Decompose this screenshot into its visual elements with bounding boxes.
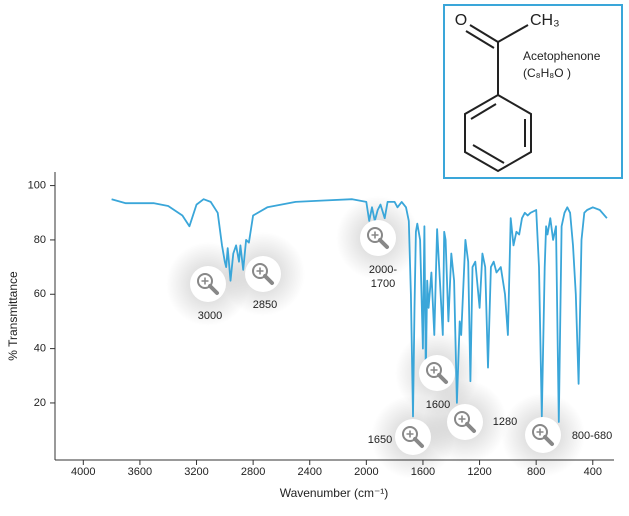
- zoom-plus: [371, 231, 379, 239]
- atom-label: O: [455, 12, 467, 29]
- y-tick-label: 80: [34, 234, 46, 246]
- zoom-plus: [201, 277, 209, 285]
- zoom-lens: [454, 411, 470, 427]
- compound-name: Acetophenone: [523, 49, 601, 63]
- zoom-button[interactable]: [245, 256, 281, 292]
- zoom-plus: [536, 428, 544, 436]
- zoom-circle: [395, 419, 431, 455]
- zoom-lens: [426, 362, 442, 378]
- inset: O CH₃ Acetophenone (C₈H₈O ): [443, 4, 623, 179]
- zoom-handle: [263, 274, 274, 285]
- zoom-handle: [437, 373, 448, 384]
- y-tick-label: 20: [34, 397, 46, 409]
- compound-formula: (C₈H₈O ): [523, 66, 571, 80]
- zoom-button[interactable]: [360, 220, 396, 256]
- y-tick-label: 100: [28, 179, 46, 191]
- zoom-button[interactable]: [419, 355, 455, 391]
- zoom-lens: [197, 273, 213, 289]
- zoom-handle: [378, 238, 389, 249]
- x-tick-label: 800: [527, 466, 545, 478]
- x-tick-label: 2000: [354, 466, 378, 478]
- zoom-circle: [419, 355, 455, 391]
- annotation-label: 3000: [198, 310, 222, 322]
- zoom-handle: [413, 437, 424, 448]
- zoom-lens: [402, 426, 418, 442]
- x-tick-label: 2400: [297, 466, 321, 478]
- zoom-handle: [543, 435, 554, 446]
- zoom-button[interactable]: [190, 266, 226, 302]
- annotation-label: 2850: [253, 299, 277, 311]
- x-tick-label: 3200: [184, 466, 208, 478]
- zoom-circle: [447, 404, 483, 440]
- x-tick-label: 3600: [128, 466, 152, 478]
- x-tick-label: 400: [584, 466, 602, 478]
- zoom-plus: [430, 366, 438, 374]
- zoom-handle: [208, 284, 219, 295]
- zoom-plus: [256, 267, 264, 275]
- x-axis-label: Wavenumber (cm⁻¹): [280, 486, 389, 500]
- zoom-circle: [525, 417, 561, 453]
- zoom-plus: [458, 415, 466, 423]
- zoom-circle: [190, 266, 226, 302]
- zoom-button[interactable]: [525, 417, 561, 453]
- y-tick-label: 40: [34, 343, 46, 355]
- inset-box: [443, 4, 623, 179]
- zoom-lens: [532, 424, 548, 440]
- annotation-label: 1650: [368, 434, 392, 446]
- annotation-label: 2000-: [369, 264, 397, 276]
- zoom-handle: [465, 422, 476, 433]
- zoom-button[interactable]: [395, 419, 431, 455]
- x-tick-label: 1600: [411, 466, 435, 478]
- annotation-label: 1280: [493, 416, 517, 428]
- atom-label: CH₃: [530, 12, 560, 29]
- zoom-circle: [245, 256, 281, 292]
- x-tick-label: 2800: [241, 466, 265, 478]
- y-tick-label: 60: [34, 288, 46, 300]
- x-tick-label: 1200: [467, 466, 491, 478]
- molecule: [464, 24, 532, 173]
- annotation-label: 1600: [426, 399, 450, 411]
- zoom-button[interactable]: [447, 404, 483, 440]
- spectrum-line: [111, 198, 608, 423]
- zoom-plus: [406, 430, 414, 438]
- annotation-label: 800-680: [572, 430, 612, 442]
- zoom-lens: [367, 227, 383, 243]
- y-axis-label: % Transmittance: [6, 271, 20, 361]
- zoom-circle: [360, 220, 396, 256]
- annotation-label: 1700: [371, 278, 395, 290]
- zoom-lens: [252, 263, 268, 279]
- x-tick-label: 4000: [71, 466, 95, 478]
